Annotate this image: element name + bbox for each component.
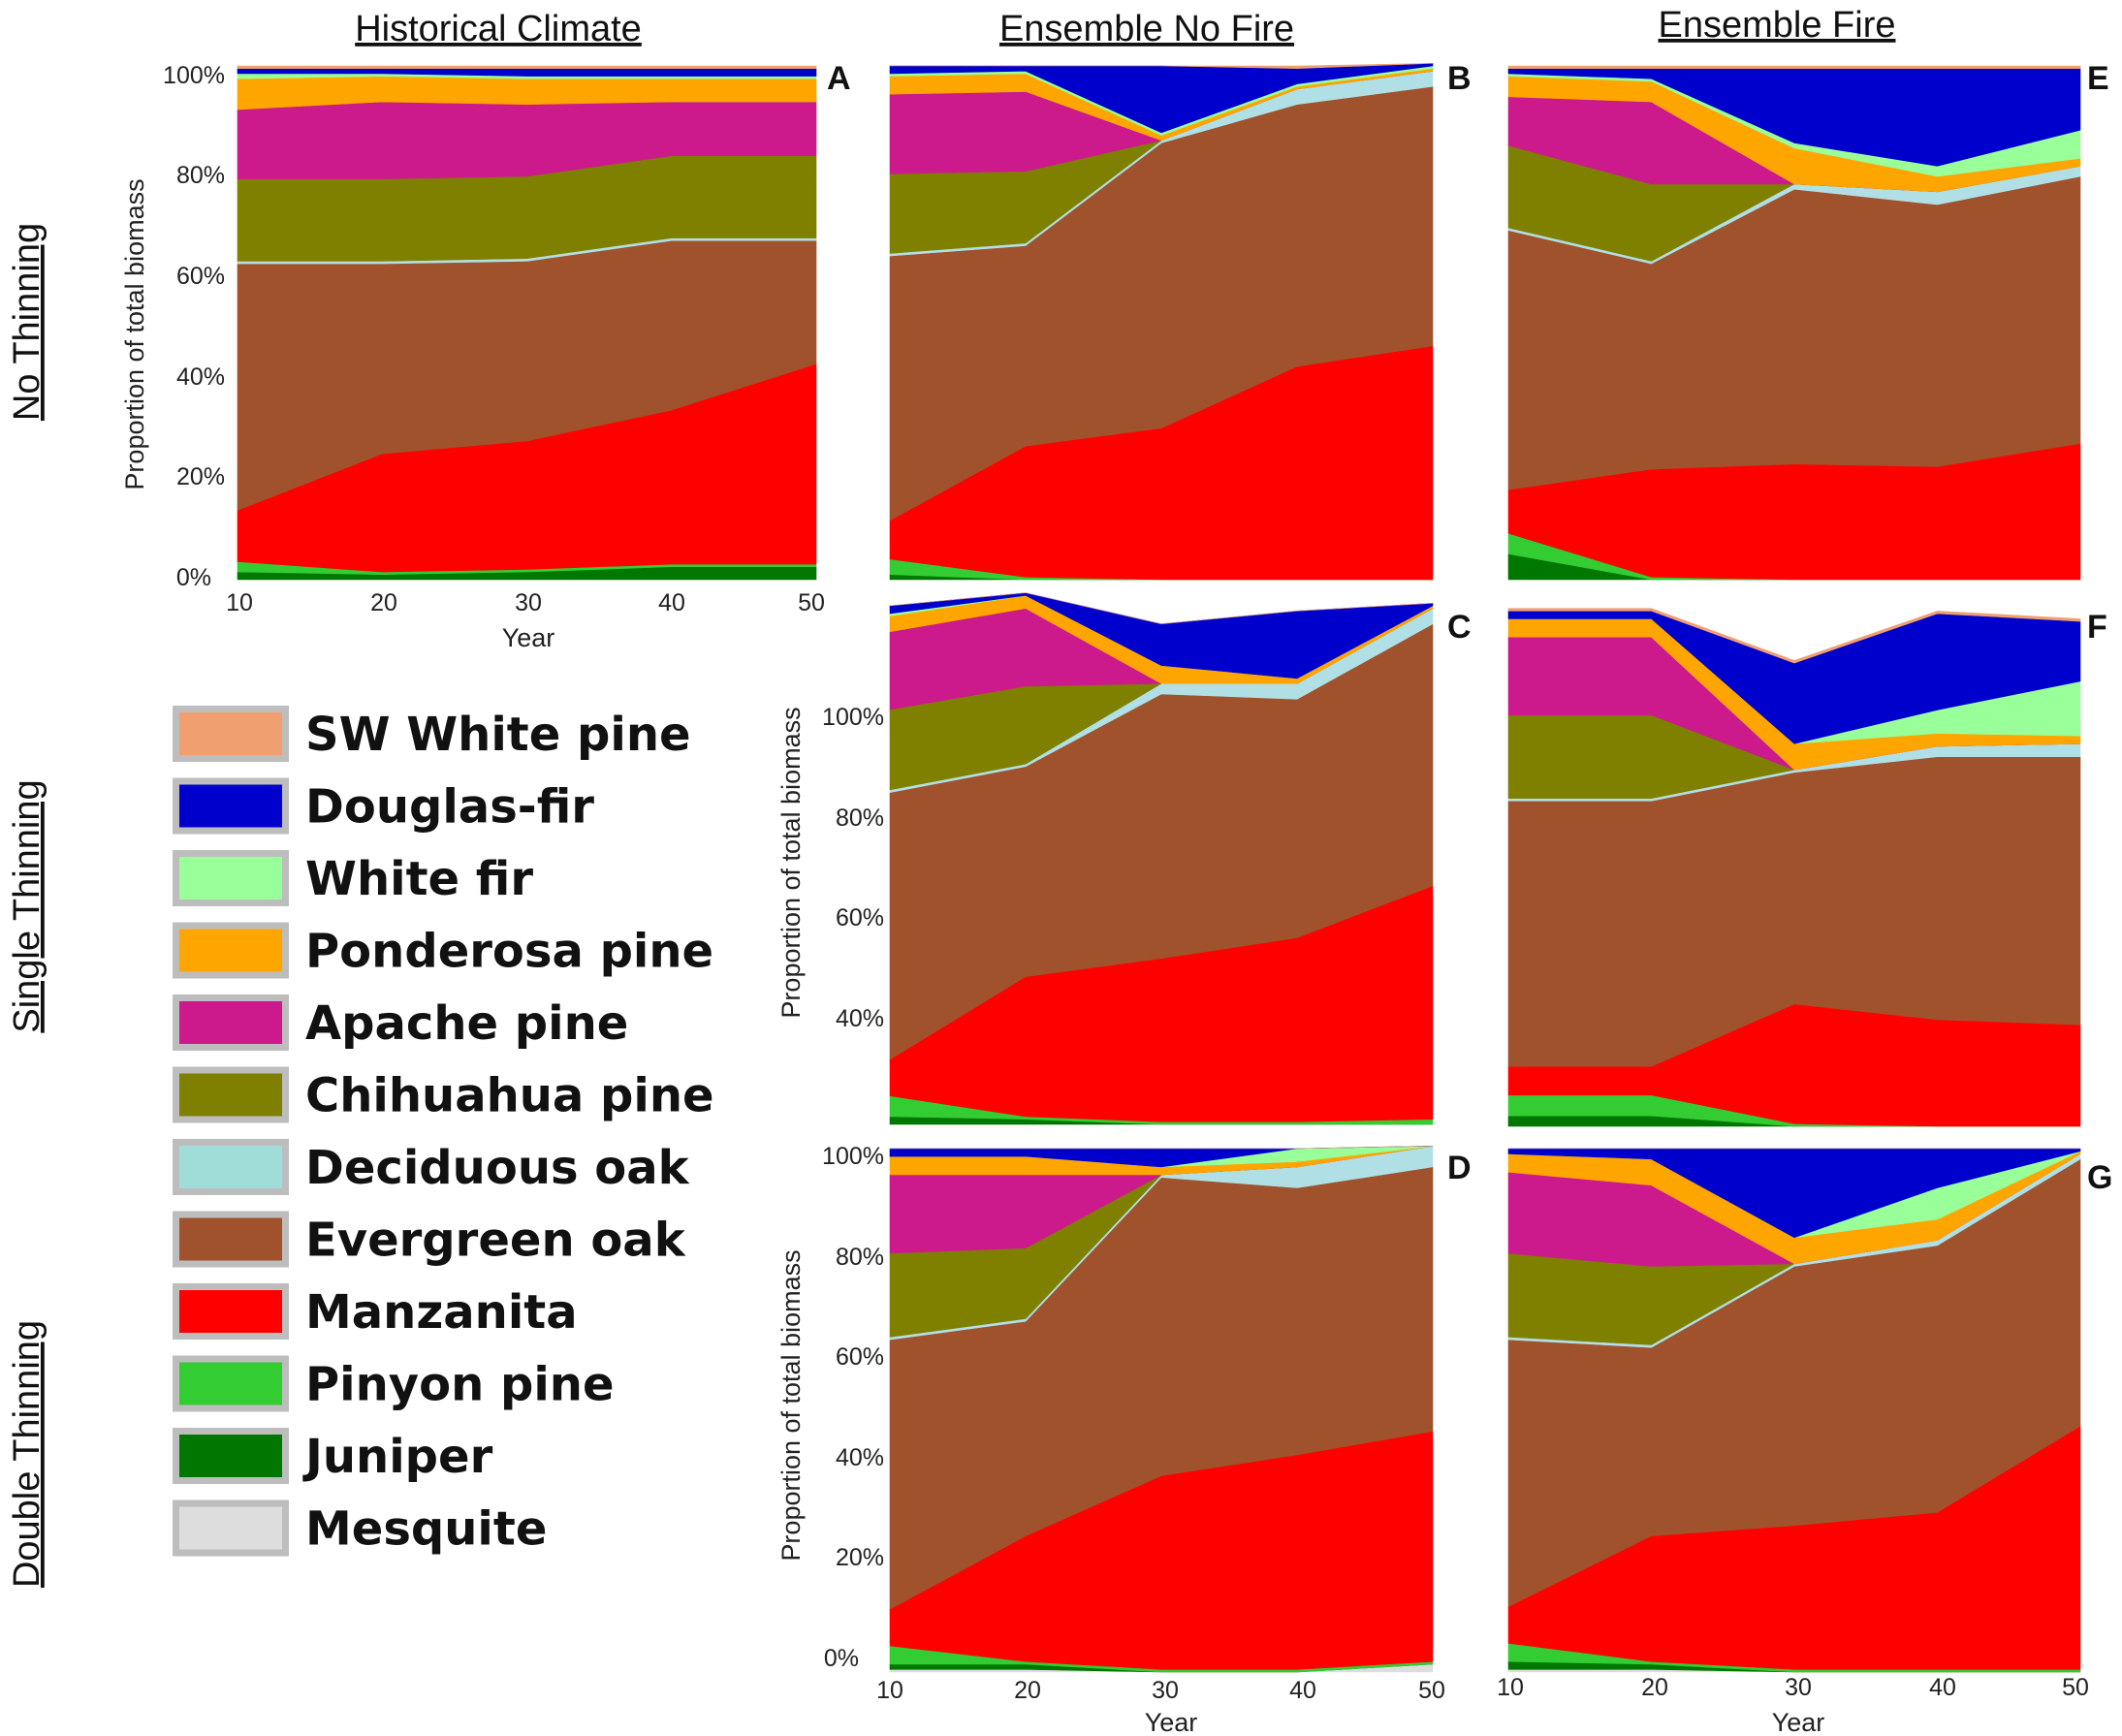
column-header-ensemble-no-fire: Ensemble No Fire <box>999 9 1294 49</box>
panel-label-B: B <box>1447 60 1472 97</box>
legend-swatch-pinyon-pine <box>179 1362 282 1405</box>
legend-swatch-sw-white-pine <box>179 712 282 755</box>
row-header-single-thinning: Single Thinning <box>7 779 48 1032</box>
x-tick: 20 <box>370 589 397 616</box>
legend-swatch-deciduous-oak <box>179 1146 282 1188</box>
area-sw-white-pine <box>1507 65 2081 69</box>
legend-label-deciduous-oak: Deciduous oak <box>305 1141 690 1195</box>
y-tick: 20% <box>836 1544 884 1571</box>
legend-label-chihuahua-pine: Chihuahua pine <box>305 1069 714 1123</box>
y-axis-label: Proportion of total biomass <box>776 707 806 1018</box>
panel-E: E <box>1507 60 2109 581</box>
x-tick: 10 <box>226 589 253 616</box>
x-tick: 50 <box>798 589 825 616</box>
x-tick: 40 <box>658 589 685 616</box>
panel-label-A: A <box>827 60 851 97</box>
y-tick: 20% <box>176 463 225 490</box>
y-tick: 100% <box>163 62 225 89</box>
x-tick: 40 <box>1929 1674 1956 1701</box>
x-tick: 10 <box>1497 1674 1524 1701</box>
legend-label-manzanita: Manzanita <box>305 1285 578 1340</box>
legend-swatch-chihuahua-pine <box>179 1073 282 1117</box>
y-tick: 60% <box>836 904 884 931</box>
area-sw-white-pine <box>889 592 1434 625</box>
y-tick: 40% <box>176 363 225 391</box>
legend-swatch-manzanita <box>179 1290 282 1333</box>
x-tick: 30 <box>515 589 542 616</box>
legend-label-sw-white-pine: SW White pine <box>305 708 691 762</box>
x-tick: 30 <box>1152 1677 1179 1704</box>
y-tick: 0% <box>176 564 211 591</box>
y-tick: 100% <box>822 704 884 731</box>
panel-label-D: D <box>1447 1150 1472 1186</box>
y-tick: 100% <box>822 1143 884 1170</box>
row-header-no-thinning: No Thinning <box>7 223 48 421</box>
legend-swatch-evergreen-oak <box>179 1217 282 1261</box>
y-tick: 60% <box>836 1343 884 1371</box>
column-header-historical: Historical Climate <box>355 9 642 49</box>
panel-G: G 10 20 30 40 50 Year <box>1497 1148 2112 1736</box>
x-axis-label: Year <box>1772 1708 1825 1736</box>
x-tick: 10 <box>876 1677 903 1704</box>
y-tick: 40% <box>836 1444 884 1471</box>
panel-C: C 40% 60% 80% 100% Proportion of total b… <box>776 592 1472 1125</box>
x-axis-label: Year <box>1145 1708 1198 1736</box>
area-sw-white-pine <box>1507 608 2081 664</box>
panel-D: D 0% 20% 40% 60% 80% 100% 10 20 30 40 50… <box>776 1143 1472 1736</box>
x-tick: 50 <box>1418 1677 1445 1704</box>
panel-label-G: G <box>2087 1159 2112 1196</box>
legend-swatch-juniper <box>179 1435 282 1477</box>
x-tick: 50 <box>2062 1674 2089 1701</box>
legend-swatch-mesquite <box>179 1506 282 1550</box>
area-sw-white-pine <box>890 1146 1434 1150</box>
y-tick: 80% <box>836 1244 884 1271</box>
y-tick: 60% <box>176 263 225 290</box>
legend-label-evergreen-oak: Evergreen oak <box>305 1214 686 1268</box>
legend-label-douglas-fir: Douglas-fir <box>305 780 594 835</box>
y-tick: 40% <box>836 1005 884 1032</box>
legend-swatch-apache-pine <box>179 1001 282 1044</box>
panel-label-F: F <box>2087 609 2107 646</box>
area-sw-white-pine <box>890 63 1434 69</box>
panel-A: A 0% 20% 40% 60% 80% 100% 10 20 30 40 50… <box>120 60 851 652</box>
x-tick: 30 <box>1785 1674 1812 1701</box>
x-tick: 20 <box>1641 1674 1668 1701</box>
legend-label-apache-pine: Apache pine <box>305 996 628 1051</box>
panel-label-E: E <box>2087 60 2109 97</box>
panel-F: F <box>1507 608 2107 1127</box>
panel-B: B <box>889 60 1472 581</box>
legend-swatch-ponderosa-pine <box>179 929 282 972</box>
y-axis-label: Proportion of total biomass <box>776 1249 806 1561</box>
column-header-ensemble-fire: Ensemble Fire <box>1659 5 1896 46</box>
x-axis-label: Year <box>502 623 555 652</box>
legend-label-pinyon-pine: Pinyon pine <box>305 1358 615 1412</box>
x-tick: 20 <box>1014 1677 1041 1704</box>
legend-label-white-fir: White fir <box>305 852 533 906</box>
area-sw-white-pine <box>237 65 817 69</box>
legend: SW White pine Douglas-fir White fir Pondero… <box>173 706 714 1557</box>
legend-swatch-white-fir <box>179 857 282 900</box>
legend-swatch-douglas-fir <box>179 784 282 828</box>
y-tick: 80% <box>176 162 225 189</box>
x-tick: 40 <box>1289 1677 1316 1704</box>
y-tick: 0% <box>824 1645 859 1672</box>
legend-label-ponderosa-pine: Ponderosa pine <box>305 925 713 979</box>
legend-label-mesquite: Mesquite <box>305 1502 547 1557</box>
y-axis-label: Proportion of total biomass <box>120 178 149 489</box>
y-tick: 80% <box>836 805 884 832</box>
panel-label-C: C <box>1447 609 1472 646</box>
legend-label-juniper: Juniper <box>302 1430 493 1484</box>
row-header-double-thinning: Double Thinning <box>7 1320 48 1588</box>
